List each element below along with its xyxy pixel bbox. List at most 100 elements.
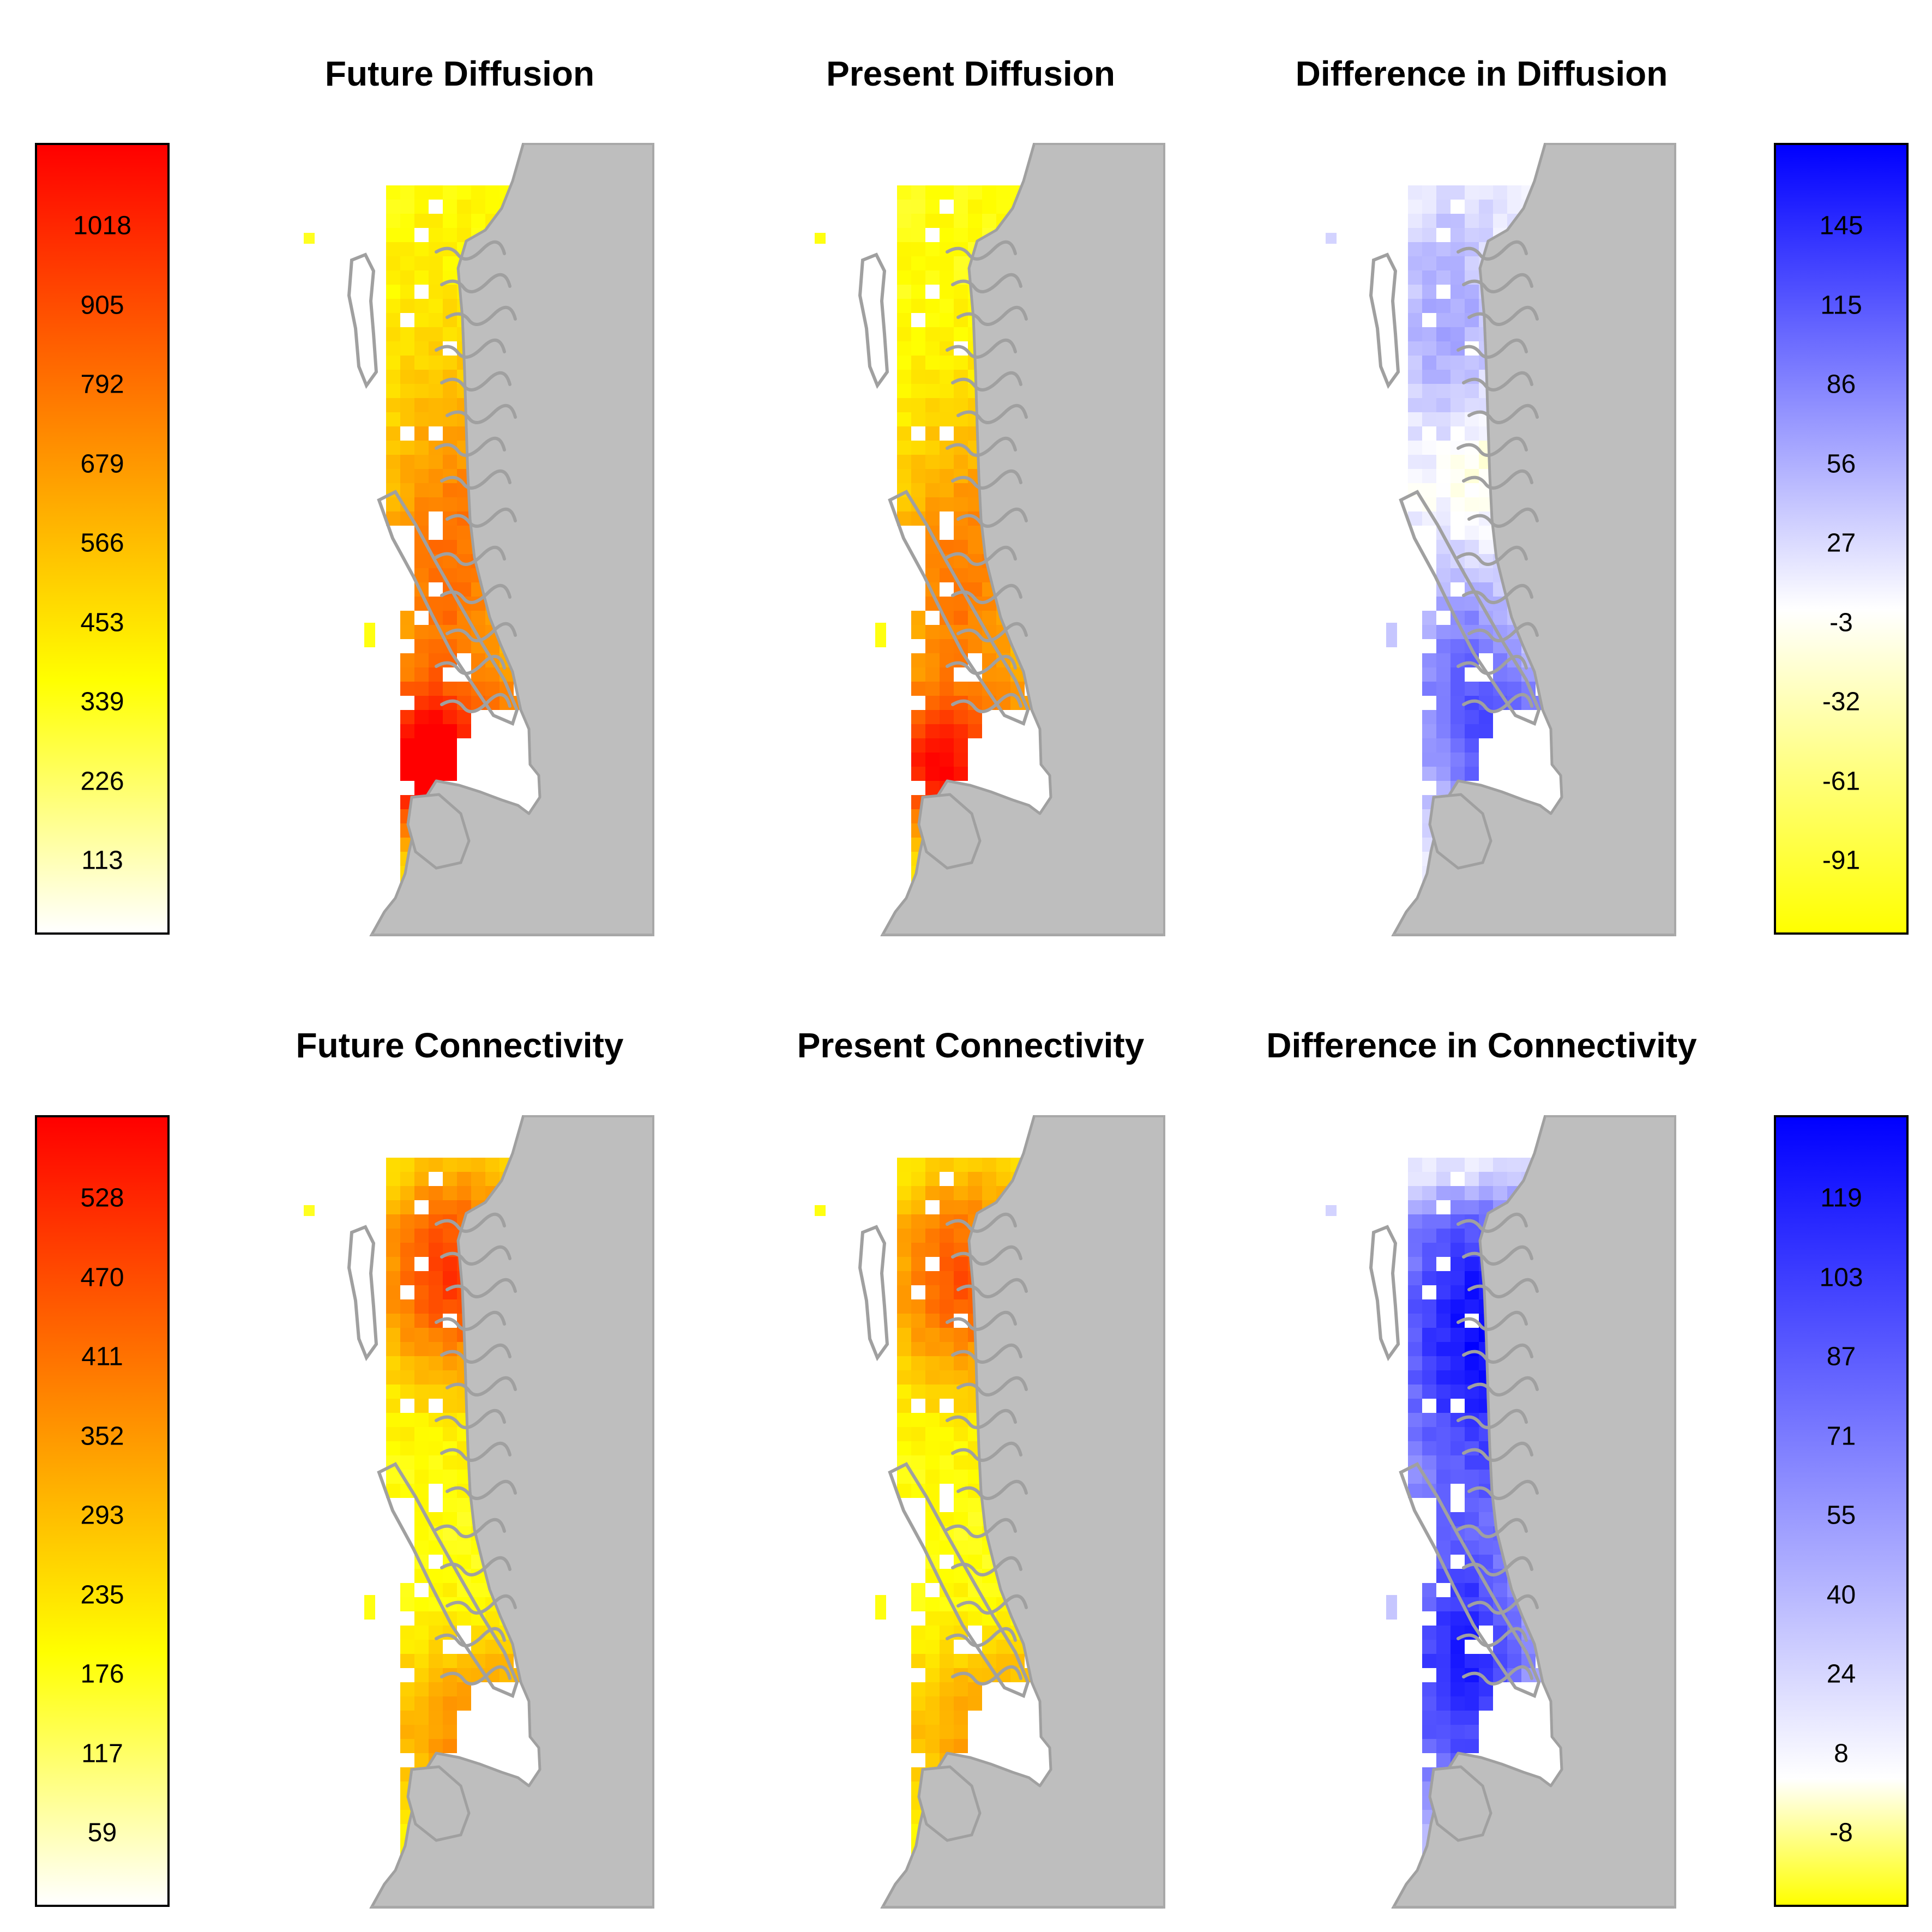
- raster-cell: [1422, 228, 1436, 242]
- raster-cell: [429, 256, 443, 270]
- raster-cell: [1422, 1441, 1436, 1455]
- legend-tick-label: 8: [1834, 1739, 1849, 1768]
- raster-cell: [1450, 738, 1465, 753]
- raster-cell: [429, 1328, 443, 1342]
- raster-cell: [1408, 185, 1422, 200]
- raster-cell: [1436, 1186, 1450, 1200]
- inlet-line: [946, 1518, 1017, 1538]
- raster-cell: [911, 1427, 925, 1441]
- raster-cell: [414, 1725, 429, 1739]
- raster-cell: [875, 623, 886, 647]
- raster-cell: [968, 1498, 982, 1512]
- mainland-coast: [369, 1115, 654, 1909]
- legend-tick-label: 103: [1819, 1263, 1863, 1292]
- raster-cell: [1422, 469, 1436, 483]
- raster-cell: [911, 753, 925, 767]
- legend-tick-label: 352: [80, 1422, 124, 1450]
- raster-cell: [1408, 1385, 1422, 1399]
- raster-cell: [1422, 1427, 1436, 1441]
- raster-cell: [485, 1172, 499, 1186]
- raster-cell: [414, 1243, 429, 1257]
- raster-cell: [443, 540, 457, 554]
- raster-cell: [1450, 1385, 1465, 1399]
- raster-cell: [1436, 625, 1450, 639]
- raster-cell: [1465, 214, 1479, 228]
- raster-cell: [925, 1370, 940, 1385]
- raster-cell: [1465, 256, 1479, 270]
- raster-cell: [1450, 1470, 1465, 1484]
- raster-cell: [1465, 1271, 1479, 1285]
- raster-cell: [1436, 412, 1450, 426]
- raster-cell: [925, 625, 940, 639]
- raster-cell: [1465, 1200, 1479, 1214]
- raster-cell: [1436, 270, 1450, 285]
- raster-cell: [954, 228, 968, 242]
- raster-cell: [414, 270, 429, 285]
- raster-cell: [304, 233, 315, 244]
- raster-cell: [400, 228, 414, 242]
- peninsula-outline: [917, 1765, 982, 1842]
- raster-cell: [429, 327, 443, 341]
- legend-tick-label: 470: [80, 1263, 124, 1292]
- raster-cell: [925, 1484, 940, 1498]
- raster-cell: [386, 426, 400, 441]
- raster-cell: [968, 1158, 982, 1172]
- raster-cell: [954, 285, 968, 299]
- raster-cell: [940, 738, 954, 753]
- raster-cell: [897, 1229, 911, 1243]
- raster-cell: [897, 1441, 911, 1455]
- raster-cell: [400, 341, 414, 356]
- raster-cell: [897, 356, 911, 370]
- raster-cell: [1479, 724, 1493, 738]
- legend-tick-label: 87: [1826, 1342, 1856, 1371]
- raster-cell: [954, 356, 968, 370]
- raster-cell: [954, 483, 968, 497]
- raster-cell: [925, 1399, 940, 1413]
- raster-cell: [443, 1498, 457, 1512]
- raster-cell: [940, 455, 954, 469]
- raster-cell: [1408, 299, 1422, 313]
- raster-cell: [1465, 497, 1479, 511]
- raster-cell: [940, 639, 954, 653]
- raster-cell: [1422, 611, 1436, 625]
- raster-cell: [940, 398, 954, 412]
- raster-cell: [1422, 1640, 1436, 1654]
- raster-cell: [1436, 1455, 1450, 1470]
- coastal-inlets: [1456, 1212, 1539, 1686]
- raster-cell: [897, 370, 911, 384]
- raster-cell: [1422, 1342, 1436, 1356]
- raster-cell: [1465, 185, 1479, 200]
- raster-cell: [925, 1739, 940, 1753]
- raster-cell: [1422, 384, 1436, 398]
- raster-cell: [1465, 1696, 1479, 1711]
- raster-cell: [925, 242, 940, 256]
- raster-cell: [400, 1370, 414, 1385]
- legend-tick-label: 56: [1826, 449, 1856, 478]
- raster-cell: [1436, 1668, 1450, 1682]
- raster-cell: [457, 682, 471, 696]
- raster-cell: [925, 1299, 940, 1314]
- raster-cell: [400, 1200, 414, 1214]
- raster-cell: [414, 455, 429, 469]
- raster-cell: [443, 1654, 457, 1668]
- raster-cell: [1450, 1739, 1465, 1753]
- raster-cell: [1465, 398, 1479, 412]
- raster-cell: [925, 256, 940, 270]
- raster-cell: [429, 639, 443, 653]
- raster-cell: [414, 1214, 429, 1229]
- raster-cell: [911, 1385, 925, 1399]
- raster-cell: [1450, 384, 1465, 398]
- raster-cell: [386, 356, 400, 370]
- raster-cell: [897, 242, 911, 256]
- raster-cell: [897, 1399, 911, 1413]
- inlet-line: [435, 545, 506, 566]
- raster-cell: [925, 441, 940, 455]
- raster-cell: [925, 356, 940, 370]
- raster-cell: [1436, 341, 1450, 356]
- raster-cell: [1408, 412, 1422, 426]
- raster-cell: [400, 1413, 414, 1427]
- raster-cell: [429, 228, 443, 242]
- inlet-line: [951, 1441, 1022, 1462]
- raster-cell: [400, 738, 414, 753]
- raster-cell: [400, 1696, 414, 1711]
